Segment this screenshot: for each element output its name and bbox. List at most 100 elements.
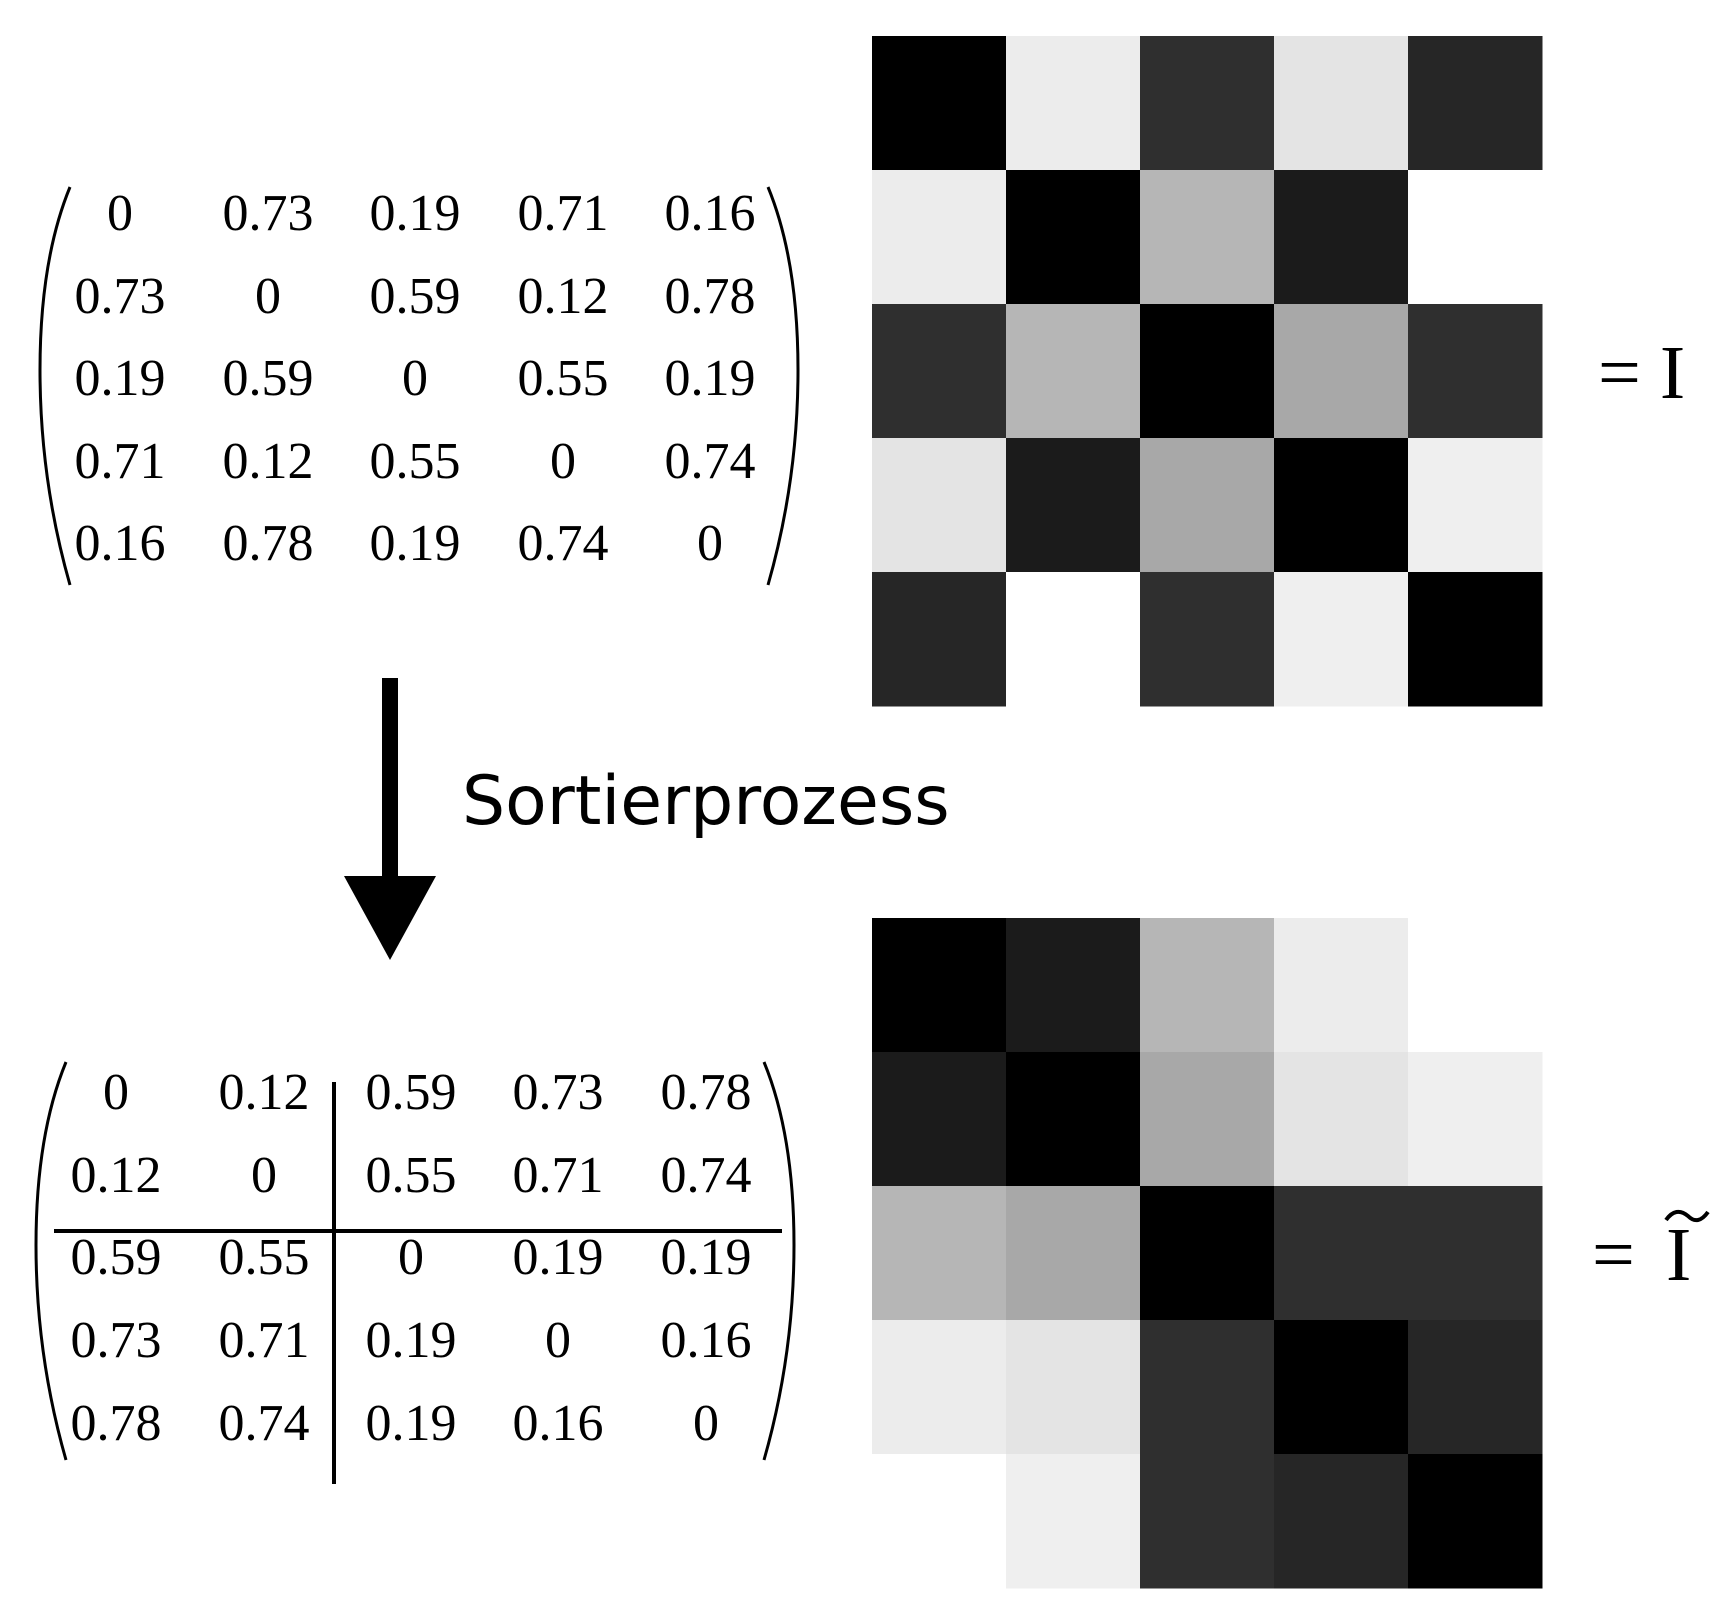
image-cell <box>1140 572 1275 707</box>
image-cell <box>872 36 1007 171</box>
image-cell <box>1140 170 1275 305</box>
matrix-cell: 0.19 <box>661 1229 752 1286</box>
image-cell <box>1408 1186 1543 1321</box>
image-cell <box>1006 36 1141 171</box>
top-image <box>872 36 1543 707</box>
matrix-cell: 0.59 <box>370 268 461 325</box>
arrow-shaft <box>382 678 398 878</box>
image-cell <box>1274 1454 1409 1589</box>
matrix-cell: 0 <box>251 1147 277 1204</box>
image-cell <box>872 572 1007 707</box>
matrix-cell: 0.19 <box>366 1395 457 1452</box>
image-cell <box>1006 572 1141 707</box>
matrix-cell: 0 <box>545 1312 571 1369</box>
image-cell <box>1274 572 1409 707</box>
matrix-cell: 0.74 <box>219 1395 310 1452</box>
matrix-cell: 0.71 <box>219 1312 310 1369</box>
image-cell <box>872 304 1007 439</box>
bottom-equation: = I <box>1592 1209 1710 1297</box>
image-cell <box>872 1320 1007 1455</box>
matrix-cell: 0 <box>398 1229 424 1286</box>
top-equation: = I <box>1598 331 1685 415</box>
image-cell <box>1006 918 1141 1053</box>
matrix-cell: 0.71 <box>513 1147 604 1204</box>
image-cell <box>1006 1454 1141 1589</box>
image-cell <box>872 918 1007 1053</box>
matrix-cell: 0.71 <box>75 433 166 490</box>
matrix-cell: 0.59 <box>223 350 314 407</box>
matrix-cell: 0 <box>697 515 723 572</box>
image-cell <box>1408 1052 1543 1187</box>
matrix-cell: 0.19 <box>665 350 756 407</box>
image-cell <box>1140 304 1275 439</box>
image-cell <box>1006 438 1141 573</box>
matrix-cell: 0.19 <box>370 185 461 242</box>
matrix-cell: 0.74 <box>665 433 756 490</box>
matrix-cell: 0 <box>693 1395 719 1452</box>
image-cell <box>1274 304 1409 439</box>
matrix-cell: 0.73 <box>71 1312 162 1369</box>
matrix-cell: 0.78 <box>223 515 314 572</box>
image-cell <box>1006 170 1141 305</box>
matrix-cell: 0.12 <box>219 1064 310 1121</box>
matrix-cell: 0.12 <box>71 1147 162 1204</box>
matrix-cell: 0.71 <box>518 185 609 242</box>
matrix-cell: 0.55 <box>370 433 461 490</box>
matrix-cell: 0.73 <box>75 268 166 325</box>
matrix-cell: 0 <box>103 1064 129 1121</box>
image-cell <box>1274 1052 1409 1187</box>
matrix-cell: 0.19 <box>370 515 461 572</box>
image-cell <box>1408 918 1543 1053</box>
image-cell <box>1408 572 1543 707</box>
image-cell <box>1006 304 1141 439</box>
bottom-matrix-right-bracket <box>762 1061 796 1461</box>
top-matrix-right-bracket <box>766 186 800 586</box>
image-cell <box>1408 1454 1543 1589</box>
image-cell <box>1274 438 1409 573</box>
image-cell <box>1274 918 1409 1053</box>
image-cell <box>1408 304 1543 439</box>
image-cell <box>1140 438 1275 573</box>
matrix-cell: 0.16 <box>75 515 166 572</box>
bottom-matrix: 0 0.12 0.59 0.73 0.78 0.12 0 0.55 0.71 0.74 0.59 0.… <box>71 1064 752 1452</box>
matrix-cell: 0.55 <box>366 1147 457 1204</box>
arrow-head <box>344 876 436 960</box>
image-cell <box>1006 1052 1141 1187</box>
top-matrix: 0 0.73 0.19 0.71 0.16 0.73 0 0.59 0.12 0.78 0.19 0.… <box>75 185 756 572</box>
image-cell <box>872 170 1007 305</box>
image-cell <box>1140 1320 1275 1455</box>
image-cell <box>1006 1320 1141 1455</box>
matrix-cell: 0.78 <box>71 1395 162 1452</box>
matrix-cell: 0.12 <box>223 433 314 490</box>
matrix-cell: 0.74 <box>518 515 609 572</box>
bottom-image <box>872 918 1543 1589</box>
matrix-cell: 0.12 <box>518 268 609 325</box>
matrix-cell: 0.59 <box>366 1064 457 1121</box>
bottom-equation-symbol: I <box>1666 1213 1691 1297</box>
matrix-cell: 0.78 <box>661 1064 752 1121</box>
image-cell <box>1006 1186 1141 1321</box>
image-cell <box>1140 1454 1275 1589</box>
matrix-cell: 0 <box>107 185 133 242</box>
image-cell <box>1140 1052 1275 1187</box>
image-cell <box>872 1186 1007 1321</box>
matrix-cell: 0.16 <box>661 1312 752 1369</box>
image-cell <box>1274 170 1409 305</box>
top-matrix-left-bracket <box>38 186 72 586</box>
matrix-cell: 0 <box>402 350 428 407</box>
matrix-cell: 0 <box>550 433 576 490</box>
bottom-matrix-left-bracket <box>34 1061 68 1461</box>
image-cell <box>1274 1186 1409 1321</box>
image-cell <box>1408 438 1543 573</box>
matrix-cell: 0.16 <box>665 185 756 242</box>
sort-arrow <box>344 678 436 960</box>
image-cell <box>872 1454 1007 1589</box>
matrix-cell: 0.78 <box>665 268 756 325</box>
image-cell <box>1408 1320 1543 1455</box>
image-cell <box>1274 36 1409 171</box>
image-cell <box>872 1052 1007 1187</box>
image-cell <box>1140 1186 1275 1321</box>
matrix-cell: 0.73 <box>513 1064 604 1121</box>
matrix-cell: 0.16 <box>513 1395 604 1452</box>
